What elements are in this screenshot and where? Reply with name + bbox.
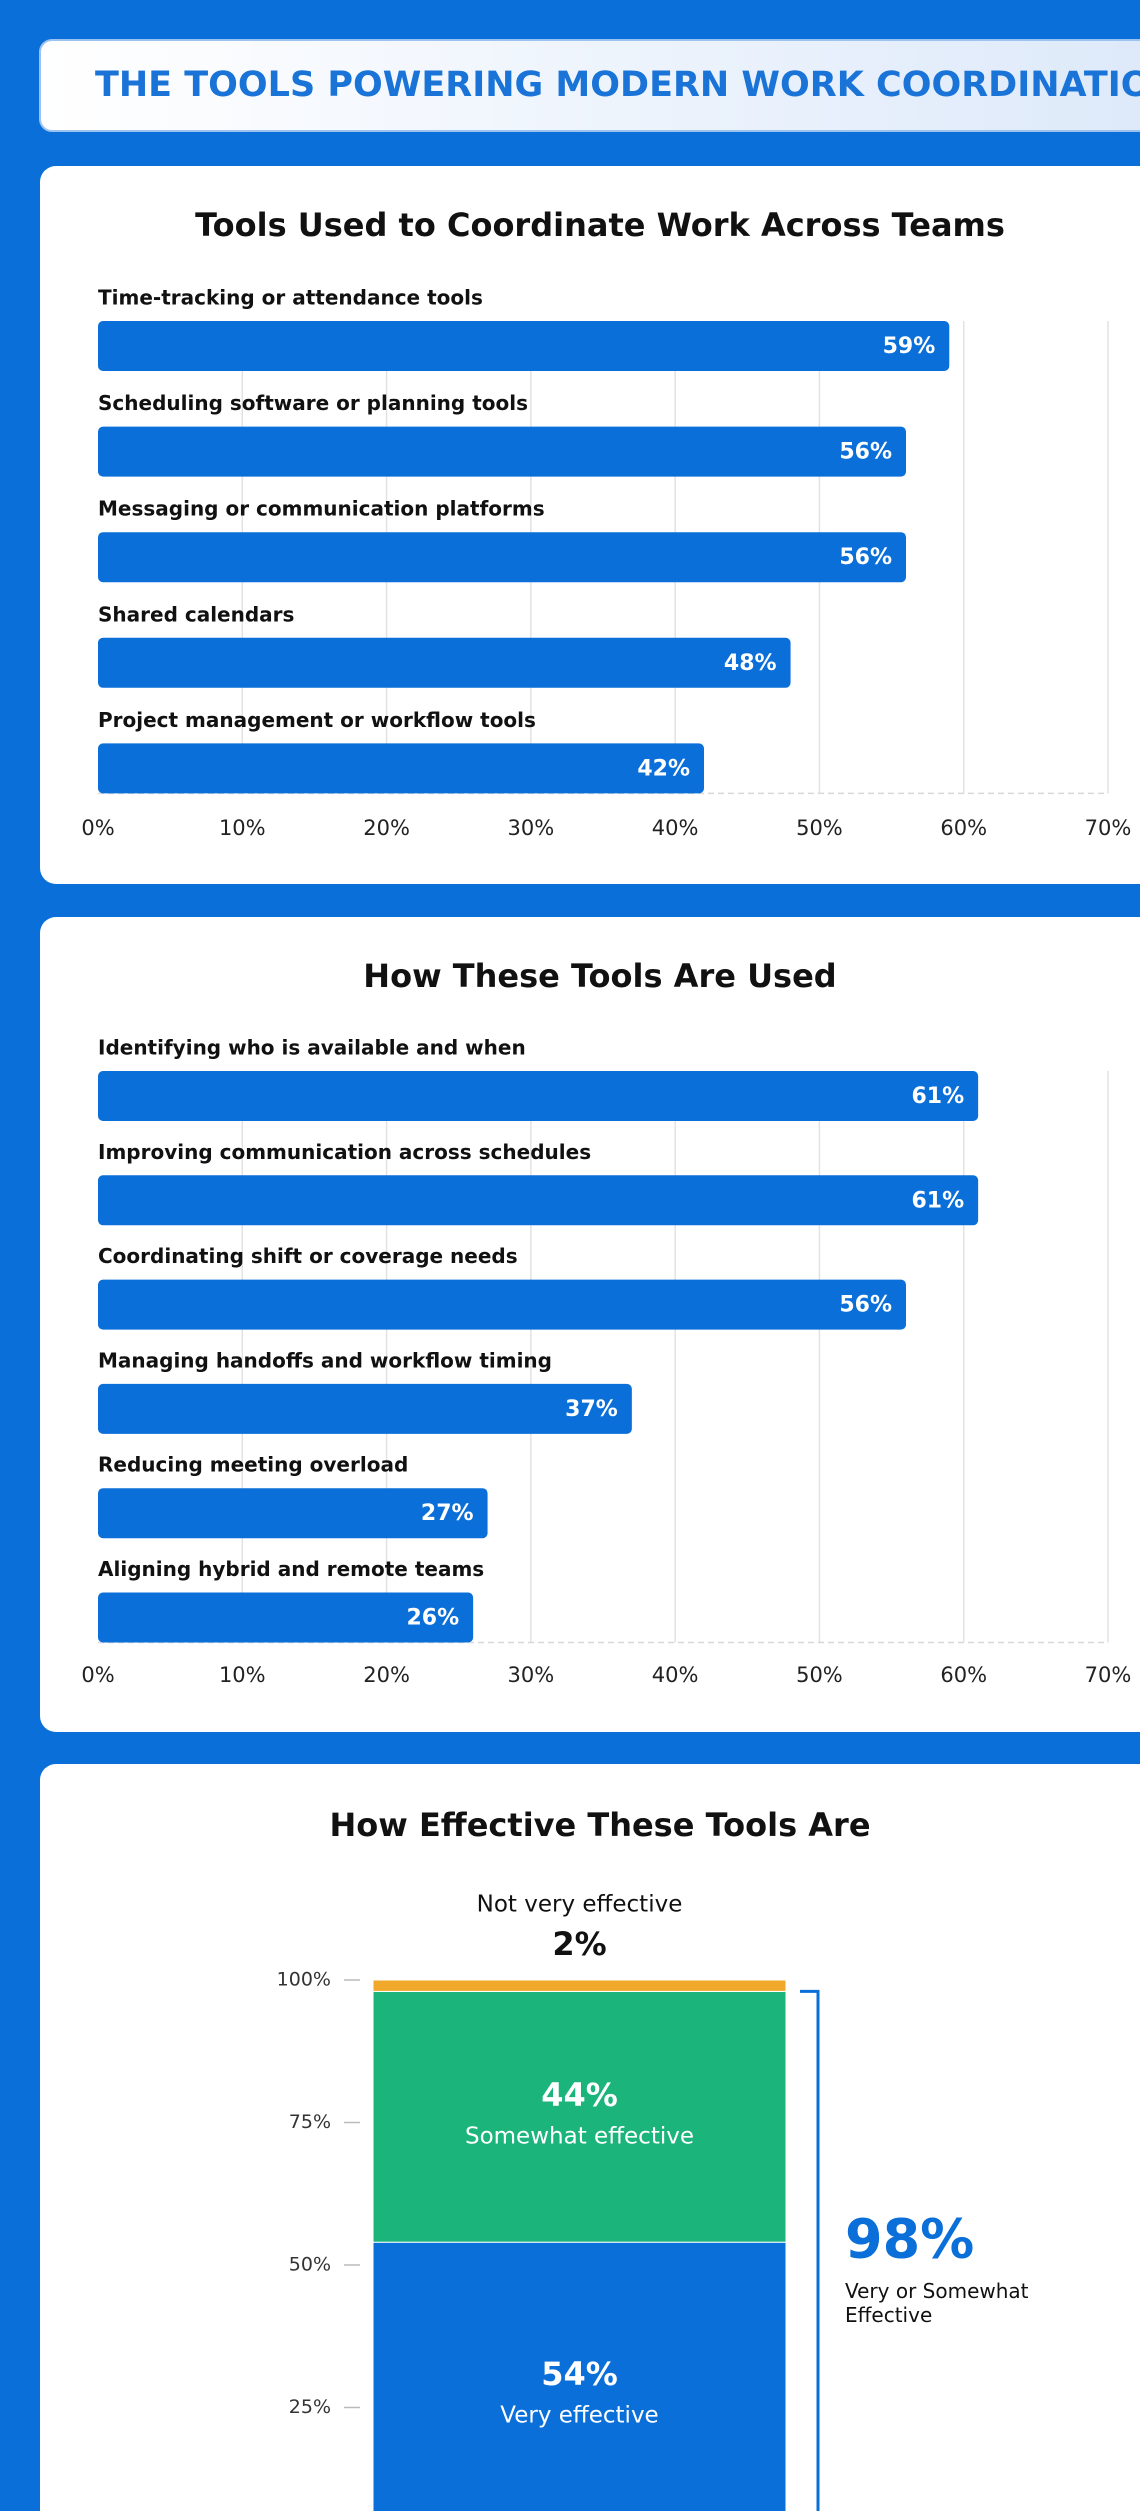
category-label: Shared calendars [98, 602, 294, 626]
y-tick-label: 50% [289, 2254, 331, 2276]
bar [98, 1488, 488, 1539]
chart-title: Tools Used to Coordinate Work Across Tea… [195, 206, 1005, 244]
x-tick-label: 70% [1085, 816, 1132, 840]
chart-title: How These Tools Are Used [363, 957, 836, 995]
x-tick-label: 40% [652, 1663, 699, 1687]
bar [98, 637, 791, 688]
bar [98, 1175, 979, 1226]
y-tick-label: 75% [289, 2111, 331, 2133]
x-tick-label: 30% [508, 816, 555, 840]
x-tick-label: 10% [219, 1663, 266, 1687]
chart-title: How Effective These Tools Are [329, 1806, 870, 1844]
x-tick-label: 50% [796, 1663, 843, 1687]
header-title: THE TOOLS POWERING MODERN WORK COORDINAT… [95, 65, 1140, 105]
x-tick-label: 0% [81, 816, 114, 840]
x-tick-label: 20% [363, 1663, 410, 1687]
value-label: 42% [637, 756, 690, 781]
value-label: 56% [839, 545, 892, 570]
value-label: 44% [541, 2076, 618, 2114]
category-label: Messaging or communication platforms [98, 497, 545, 521]
bar [98, 743, 704, 794]
category-label: Improving communication across schedules [98, 1140, 591, 1164]
x-tick-label: 0% [81, 1663, 114, 1687]
header-box [39, 39, 1140, 132]
category-label: Reducing meeting overload [98, 1453, 408, 1477]
category-label: Time-tracking or attendance tools [98, 286, 483, 310]
bar-segment [372, 2241, 787, 2511]
value-label: 59% [883, 334, 936, 359]
segment-name: Somewhat effective [465, 2123, 694, 2149]
category-label: Identifying who is available and when [98, 1036, 526, 1060]
bar [98, 1279, 906, 1330]
x-tick-label: 20% [363, 816, 410, 840]
segment-name: Very effective [500, 2403, 658, 2429]
bar [98, 1383, 632, 1434]
category-label: Aligning hybrid and remote teams [98, 1557, 484, 1581]
bar [98, 1071, 979, 1121]
x-tick-label: 10% [219, 816, 266, 840]
annotation-value: 98% [845, 2208, 974, 2271]
category-label: Coordinating shift or coverage needs [98, 1244, 518, 1268]
x-tick-label: 70% [1085, 1663, 1132, 1687]
value-label: 2% [552, 1925, 606, 1963]
y-tick-label: 25% [289, 2396, 331, 2418]
y-tick-label: 100% [277, 1969, 331, 1991]
bracket [800, 1989, 820, 2511]
bar [98, 532, 906, 583]
bar [98, 426, 906, 477]
value-label: 37% [565, 1397, 618, 1422]
x-tick-label: 60% [940, 1663, 987, 1687]
bar [98, 321, 950, 371]
value-label: 56% [839, 1293, 892, 1318]
bar-segment [372, 1990, 787, 2243]
bar [98, 1592, 474, 1643]
x-tick-label: 30% [508, 1663, 555, 1687]
annotation-text: Very or Somewhat Effective [845, 2279, 1029, 2327]
segment-name: Not very effective [477, 1892, 683, 1918]
bar-segment [372, 1979, 787, 1992]
category-label: Managing handoffs and workflow timing [98, 1348, 552, 1372]
value-label: 26% [406, 1606, 459, 1631]
value-label: 54% [541, 2355, 618, 2393]
x-tick-label: 40% [652, 816, 699, 840]
value-label: 27% [421, 1501, 474, 1526]
value-label: 61% [911, 1188, 964, 1213]
value-label: 48% [724, 651, 777, 676]
value-label: 56% [839, 440, 892, 465]
category-label: Project management or workflow tools [98, 708, 536, 732]
x-tick-label: 60% [940, 816, 987, 840]
value-label: 61% [911, 1084, 964, 1109]
category-label: Scheduling software or planning tools [98, 391, 528, 415]
x-tick-label: 50% [796, 816, 843, 840]
